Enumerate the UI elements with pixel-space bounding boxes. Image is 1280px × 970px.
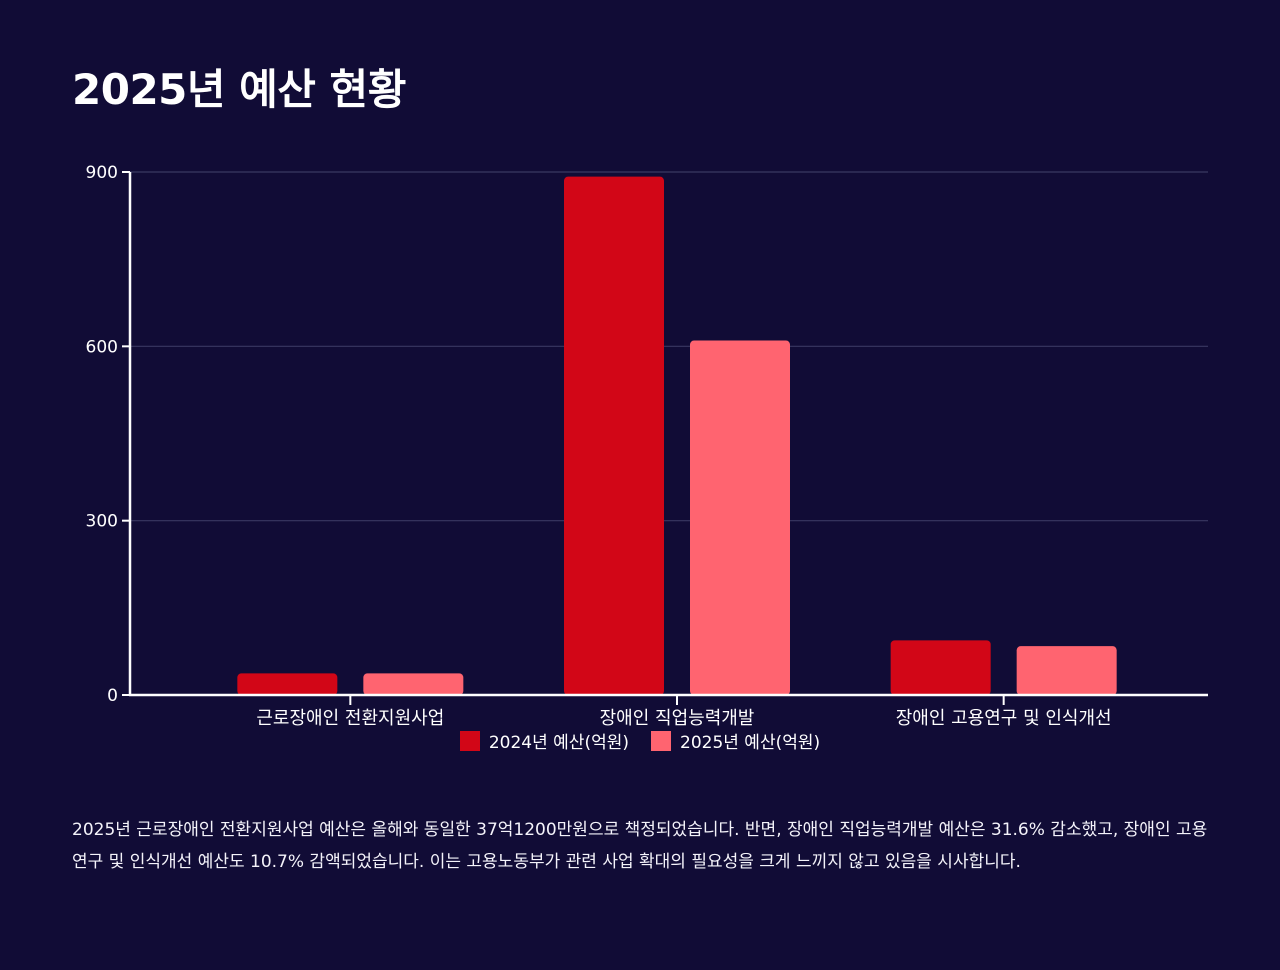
y-tick-label: 600 — [86, 337, 118, 357]
bar-2025 — [690, 340, 790, 695]
x-tick-label: 장애인 고용연구 및 인식개선 — [896, 708, 1112, 729]
legend-swatch-2025 — [651, 730, 671, 751]
chart-description: 2025년 근로장애인 전환지원사업 예산은 올해와 동일한 37억1200만원… — [72, 820, 1208, 872]
bar-2025 — [1016, 646, 1117, 695]
chart-legend: 2024년 예산(억원) 2025년 예산(억원) — [0, 728, 1280, 753]
y-tick-label: 0 — [107, 686, 118, 706]
legend-label-2024: 2024년 예산(억원) — [488, 733, 629, 753]
legend-swatch-2024 — [459, 730, 480, 751]
legend-label-2025: 2025년 예산(억원) — [680, 733, 821, 753]
bar-2024 — [890, 640, 991, 695]
y-tick-label: 300 — [86, 512, 118, 532]
bar-2024 — [237, 673, 338, 695]
bar-2024 — [564, 176, 664, 695]
legend-item-2024[interactable]: 2024년 예산(억원) — [459, 728, 629, 753]
page-title: 2025년 예산 현황 — [72, 65, 406, 114]
legend-item-2025[interactable]: 2025년 예산(억원) — [651, 728, 820, 753]
x-tick-label: 근로장애인 전환지원사업 — [256, 708, 444, 729]
y-tick-label: 900 — [86, 163, 118, 183]
bar-2025 — [363, 673, 464, 695]
x-tick-label: 장애인 직업능력개발 — [600, 708, 755, 729]
